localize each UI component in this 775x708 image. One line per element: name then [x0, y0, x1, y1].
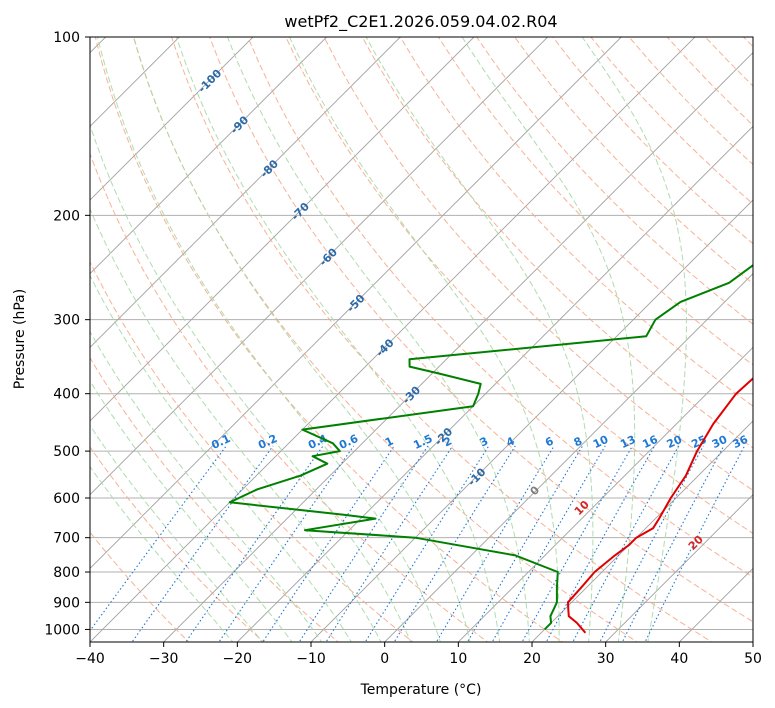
mixing-ratio-label: 16 [640, 433, 660, 451]
moist-adiabat-line [365, 37, 594, 642]
x-tick-label: 0 [380, 651, 389, 667]
y-axis-ticks: 100 200 300 400 500 600 700 800 900 1000 [44, 30, 90, 638]
mixing-ratio-line [393, 445, 516, 642]
y-tick-label: 100 [53, 30, 80, 46]
moist-adiabat-line [90, 274, 352, 642]
y-tick-label: 700 [53, 531, 80, 547]
isotherm-line [605, 494, 753, 642]
y-tick-label: 500 [53, 444, 80, 460]
moist-adiabat-line [90, 424, 264, 642]
y-tick-label: 400 [53, 387, 80, 403]
mixing-ratio-line [185, 445, 324, 642]
isotherm-line [90, 37, 401, 348]
mixing-ratio-line [218, 445, 355, 642]
chart-title: wetPf2_C2E1.2026.059.04.02.R04 [284, 12, 557, 32]
isotherm-line [457, 346, 753, 642]
x-axis-label: Temperature (°C) [360, 682, 482, 698]
dry-adiabat-line [94, 37, 564, 642]
moist-adiabat-line [175, 37, 501, 642]
dry-adiabat-line [132, 37, 638, 642]
x-tick-label: 30 [597, 651, 615, 667]
moist-adiabat-line [461, 37, 636, 642]
profiles [228, 263, 753, 634]
dry-adiabat-line [90, 260, 414, 642]
dry-adiabat-line [209, 37, 753, 623]
moist-adiabat-line [133, 37, 471, 642]
moist-adiabat-line [90, 123, 412, 642]
isotherm-line [90, 37, 549, 496]
x-tick-label: −40 [75, 651, 105, 667]
mixing-ratio-label: 25 [689, 433, 708, 451]
moist-adiabat-line [97, 37, 441, 642]
y-tick-label: 1000 [44, 622, 80, 638]
y-tick-label: 600 [53, 491, 80, 507]
isotherm-line [90, 37, 622, 569]
mixing-ratio-label: 36 [731, 433, 751, 451]
x-tick-label: −30 [149, 651, 179, 667]
isotherm-line [163, 52, 753, 642]
mixing-ratio-line [599, 445, 704, 642]
x-tick-label: 50 [744, 651, 762, 667]
mixing-ratio-line [262, 445, 395, 642]
y-tick-label: 300 [53, 313, 80, 329]
isotherm-line [90, 37, 475, 422]
mixing-ratio-line [325, 445, 454, 642]
isotherm-line [310, 199, 753, 642]
mixing-ratio-label: 10 [591, 433, 611, 451]
y-tick-label: 900 [53, 595, 80, 611]
dry-adiabat-line [171, 37, 713, 642]
background-lines [90, 37, 753, 642]
isotherm-line [236, 125, 753, 642]
y-tick-label: 800 [53, 565, 80, 581]
moist-adiabat-line [227, 37, 530, 642]
dewpoint-profile-line [228, 263, 753, 631]
dry-adiabat-line [323, 37, 753, 491]
dry-adiabat-line [90, 446, 265, 642]
mixing-ratio-line [131, 445, 274, 642]
dry-adiabat-line [90, 356, 339, 642]
temperature-profile-line [567, 377, 753, 634]
moist-adiabat-line [90, 330, 323, 642]
x-axis-ticks: −40 −30 −20 −10 0 10 20 30 40 50 [75, 642, 762, 667]
y-tick-label: 200 [53, 208, 80, 224]
mixing-ratio-line [466, 445, 584, 642]
moist-adiabat-line [90, 380, 293, 642]
isotherm-line [90, 37, 254, 201]
plot-frame [89, 36, 754, 643]
mixing-ratio-label: 13 [618, 433, 637, 451]
isotherm-line [90, 37, 696, 642]
mixing-ratio-line [298, 445, 429, 642]
moist-adiabat-line [289, 37, 560, 642]
mixing-ratio-line [572, 445, 680, 642]
x-tick-label: 40 [670, 651, 688, 667]
dry-adiabat-line [361, 37, 753, 449]
x-tick-label: −20 [223, 651, 253, 667]
dry-adiabat-line [476, 37, 753, 325]
y-axis-label: Pressure (hPa) [12, 289, 28, 389]
isotherm-line [384, 273, 753, 642]
x-tick-label: −10 [296, 651, 326, 667]
x-tick-label: 10 [449, 651, 467, 667]
isotherm-line [90, 37, 328, 275]
x-tick-label: 20 [523, 651, 541, 667]
dry-adiabat-line [90, 531, 190, 642]
mixing-ratio-label: 20 [665, 433, 685, 451]
moist-adiabat-line [581, 37, 687, 642]
dry-adiabat-line [90, 152, 489, 642]
moist-adiabat-line [90, 465, 234, 642]
moist-adiabat-line [90, 207, 382, 642]
mixing-ratio-label: 30 [710, 433, 730, 451]
mixing-ratio-line [364, 445, 490, 642]
